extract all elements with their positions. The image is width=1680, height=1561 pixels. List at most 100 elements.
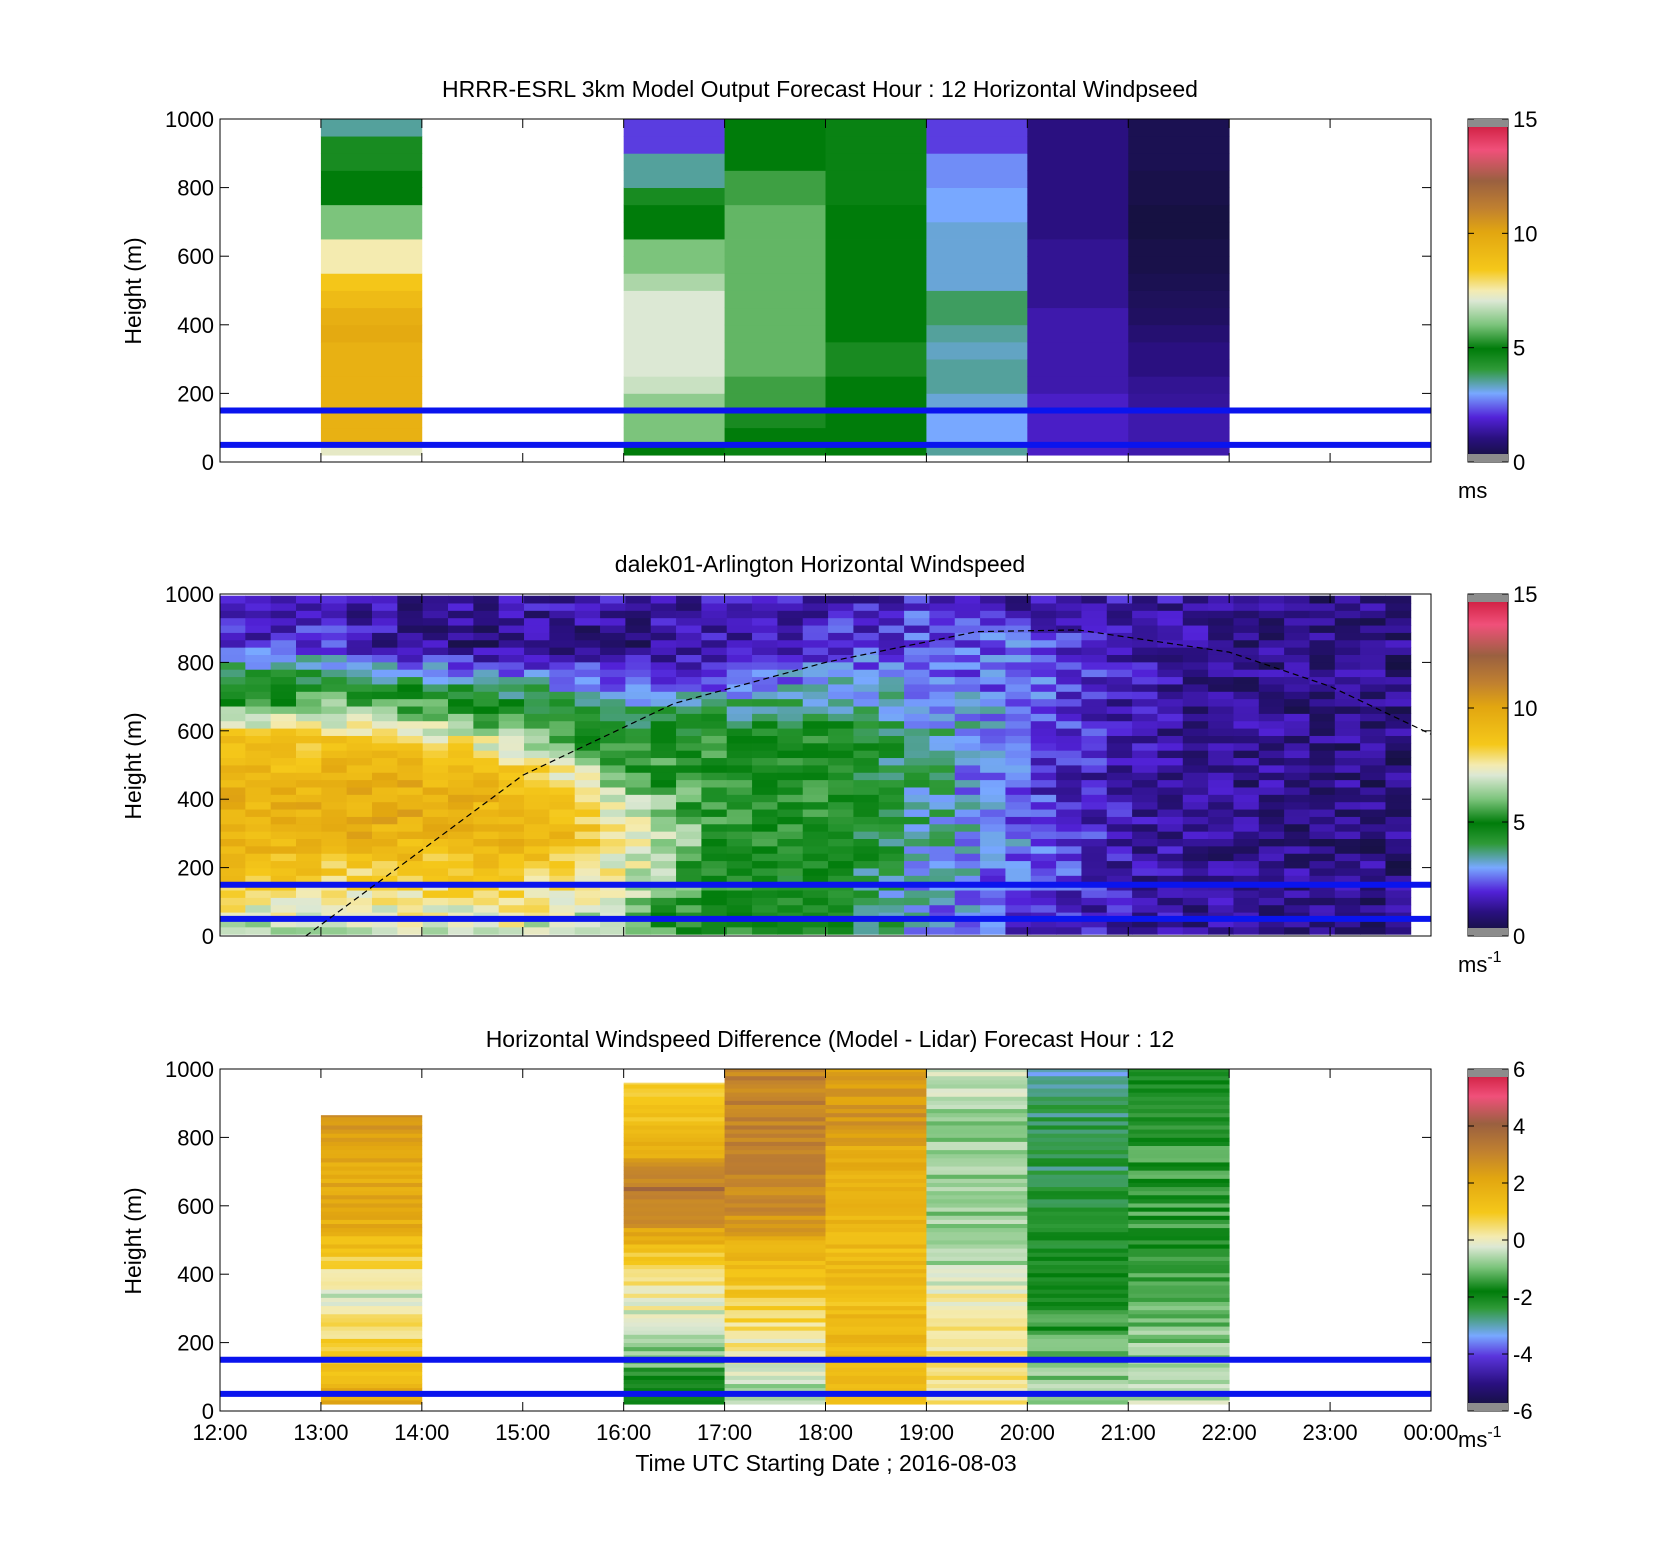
- heatmap-cell: [1309, 603, 1336, 611]
- heatmap-cell: [623, 410, 725, 429]
- heatmap-cell: [802, 720, 829, 729]
- heatmap-cell: [1258, 706, 1285, 714]
- heatmap-cell: [473, 868, 500, 876]
- heatmap-cell: [1334, 625, 1361, 633]
- heatmap-cell: [346, 787, 373, 795]
- heatmap-cell: [752, 904, 778, 913]
- heatmap-cell: [929, 617, 956, 626]
- heatmap-cell: [1027, 1395, 1129, 1401]
- heatmap-cell: [1334, 831, 1361, 840]
- heatmap-cell: [904, 897, 930, 906]
- heatmap-cell: [574, 617, 601, 626]
- heatmap-cell: [623, 1346, 725, 1352]
- heatmap-cell: [549, 595, 576, 604]
- heatmap-cell: [1132, 720, 1158, 729]
- heatmap-cell: [878, 713, 905, 722]
- heatmap-cell: [270, 897, 297, 906]
- heatmap-cell: [1360, 595, 1386, 604]
- heatmap-cell: [1208, 801, 1234, 810]
- heatmap-cell: [623, 1272, 725, 1278]
- heatmap-cell: [320, 204, 423, 223]
- heatmap-cell: [397, 801, 424, 810]
- heatmap-cell: [397, 742, 424, 751]
- heatmap-cell: [1385, 684, 1412, 692]
- heatmap-cell: [1182, 742, 1209, 751]
- heatmap-cell: [1027, 1198, 1129, 1204]
- heatmap-cell: [752, 661, 778, 670]
- heatmap-cell: [1208, 625, 1234, 633]
- heatmap-cell: [220, 610, 246, 619]
- heatmap-cell: [549, 669, 576, 678]
- heatmap-cell: [1385, 728, 1412, 736]
- heatmap-cell: [220, 661, 246, 670]
- heatmap-cell: [724, 410, 826, 429]
- heatmap-cell: [701, 853, 728, 862]
- heatmap-cell: [878, 625, 905, 633]
- heatmap-cell: [929, 801, 956, 810]
- heatmap-cell: [625, 647, 652, 655]
- heatmap-cell: [1233, 735, 1260, 744]
- heatmap-cell: [473, 919, 500, 928]
- heatmap-cell: [825, 239, 927, 257]
- heatmap-cell: [980, 926, 1006, 935]
- heatmap-cell: [926, 1260, 1028, 1266]
- heatmap-cell: [220, 765, 246, 773]
- heatmap-cell: [600, 779, 626, 788]
- heatmap-cell: [904, 617, 930, 626]
- heatmap-cell: [1233, 904, 1260, 913]
- heatmap-cell: [1258, 595, 1285, 604]
- heatmap-cell: [726, 603, 753, 611]
- heatmap-cell: [600, 750, 626, 759]
- heatmap-cell: [321, 823, 348, 832]
- heatmap-cell: [1027, 119, 1129, 137]
- heatmap-cell: [245, 595, 272, 604]
- heatmap-cell: [1284, 823, 1310, 832]
- heatmap-cell: [1385, 816, 1412, 825]
- heatmap-cell: [321, 794, 348, 803]
- heatmap-cell: [904, 772, 930, 781]
- heatmap-cell: [1360, 735, 1386, 744]
- heatmap-cell: [1208, 779, 1234, 788]
- heatmap-cell: [1132, 603, 1158, 611]
- heatmap-cell: [676, 676, 702, 685]
- heatmap-cell: [802, 823, 829, 832]
- heatmap-cell: [1056, 875, 1082, 884]
- heatmap-cell: [904, 639, 930, 648]
- colorbar-under-swatch: [1468, 928, 1508, 936]
- heatmap-cell: [220, 801, 246, 810]
- heatmap-cell: [777, 926, 804, 935]
- heatmap-cell: [1182, 919, 1209, 928]
- heatmap-cell: [929, 676, 956, 685]
- heatmap-cell: [1157, 728, 1184, 736]
- heatmap-cell: [623, 1317, 725, 1323]
- heatmap-cell: [1132, 875, 1158, 884]
- heatmap-cell: [929, 698, 956, 707]
- heatmap-cell: [422, 625, 449, 633]
- heatmap-cell: [346, 823, 373, 832]
- heatmap-cell: [372, 853, 398, 862]
- heatmap-cell: [320, 1182, 423, 1188]
- heatmap-cell: [623, 1207, 725, 1212]
- heatmap-cell: [926, 1182, 1028, 1188]
- heatmap-cell: [1027, 1207, 1129, 1212]
- heatmap-cell: [1258, 831, 1285, 840]
- heatmap-cell: [1081, 831, 1108, 840]
- heatmap-cell: [676, 926, 702, 935]
- heatmap-cell: [1157, 595, 1184, 604]
- heatmap-cell: [724, 1079, 826, 1085]
- model-windspeed-panel: HRRR-ESRL 3km Model Output Forecast Hour…: [120, 76, 1537, 503]
- heatmap-cell: [498, 617, 525, 626]
- heatmap-cell: [724, 1207, 826, 1212]
- heatmap-cell: [448, 698, 474, 707]
- heatmap-cell: [524, 779, 550, 788]
- heatmap-cell: [724, 1371, 826, 1376]
- heatmap-cell: [929, 853, 956, 862]
- heatmap-cell: [752, 617, 778, 626]
- heatmap-cell: [296, 890, 322, 898]
- heatmap-cell: [954, 919, 981, 928]
- heatmap-cell: [1132, 831, 1158, 840]
- heatmap-cell: [422, 853, 449, 862]
- heatmap-cell: [524, 698, 550, 707]
- heatmap-cell: [397, 735, 424, 744]
- heatmap-cell: [701, 684, 728, 692]
